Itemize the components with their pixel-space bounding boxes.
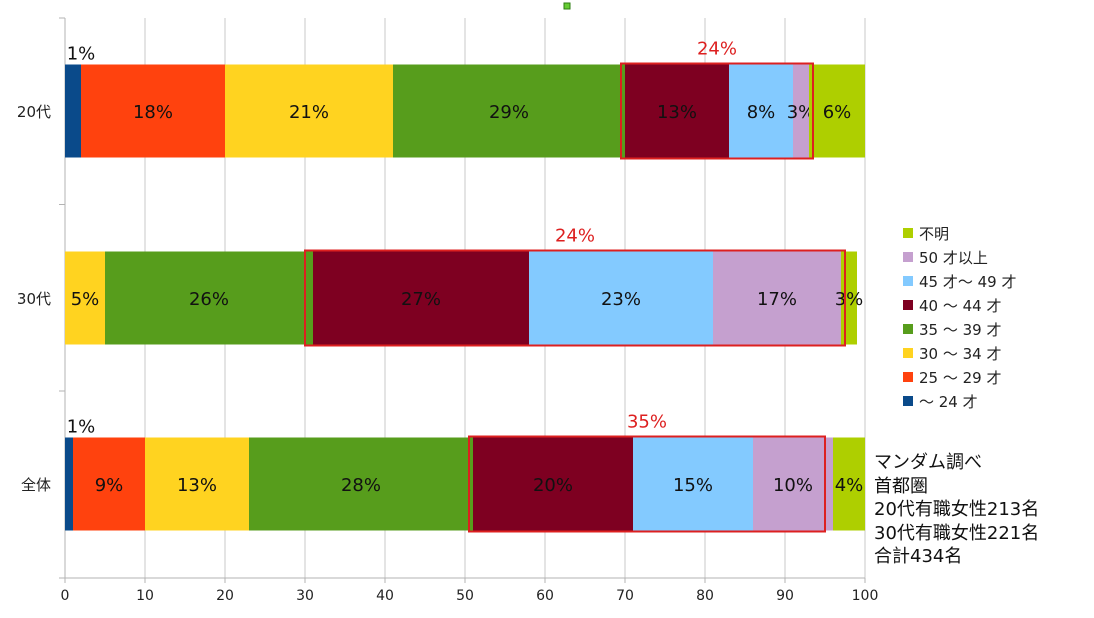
bar-segment [73, 437, 145, 531]
bar-segment [753, 437, 833, 531]
x-tick-label: 100 [852, 588, 879, 604]
legend-swatch [903, 396, 913, 406]
bar-segment [713, 251, 841, 345]
legend-item: ～ 24 才 [903, 389, 1016, 413]
legend-label: 40 ～ 44 才 [919, 296, 1002, 315]
bar-segment [633, 437, 753, 531]
x-tick-label: 50 [456, 588, 474, 604]
highlight-box [304, 249, 846, 347]
legend-label: 30 ～ 34 才 [919, 344, 1002, 363]
bar-segment [105, 251, 313, 345]
bar-segment [249, 437, 473, 531]
bar-segment [393, 64, 625, 158]
data-label: 6% [823, 102, 852, 123]
data-label: 23% [601, 289, 641, 310]
highlight-label: 35% [627, 412, 667, 433]
legend-item: 35 ～ 39 才 [903, 317, 1016, 341]
note-line: 首都圏 [874, 475, 928, 497]
data-label: 26% [189, 289, 229, 310]
y-tick-label: 30代 [17, 290, 51, 308]
legend-swatch [903, 348, 913, 358]
data-label: 13% [657, 102, 697, 123]
data-label: 17% [757, 289, 797, 310]
bar-segment [65, 251, 105, 345]
data-label: 1% [67, 417, 96, 438]
data-label: 9% [95, 475, 124, 496]
note-line: マンダム調べ [874, 452, 982, 473]
data-label: 8% [747, 102, 776, 123]
x-tick-label: 80 [696, 588, 714, 604]
bar-segment [529, 251, 713, 345]
selection-handle [563, 2, 571, 10]
legend-label: 25 ～ 29 才 [919, 368, 1002, 387]
bar-segment [473, 437, 633, 531]
x-tick-label: 70 [616, 588, 634, 604]
legend-label: 45 才～ 49 才 [919, 272, 1017, 291]
highlight-box [468, 435, 826, 533]
note-line: 合計434名 [874, 546, 963, 567]
legend-item: 不明 [903, 221, 1016, 245]
bar-segment [729, 64, 793, 158]
x-tick-label: 60 [536, 588, 554, 604]
legend-item: 45 才～ 49 才 [903, 269, 1016, 293]
legend-swatch [903, 372, 913, 382]
bar-segment [225, 64, 393, 158]
legend-item: 40 ～ 44 才 [903, 293, 1016, 317]
bar-segment [65, 437, 73, 531]
y-tick-label: 20代 [17, 103, 51, 121]
legend-swatch [903, 252, 913, 262]
bar-segment [809, 64, 865, 158]
highlight-label: 24% [697, 39, 737, 60]
data-label: 18% [133, 102, 173, 123]
data-label: 13% [177, 475, 217, 496]
highlight-label: 24% [555, 226, 595, 247]
survey-note: マンダム調べ 首都圏 20代有職女性213名 30代有職女性221名 合計434… [874, 451, 1039, 569]
data-label: 27% [401, 289, 441, 310]
note-line: 20代有職女性213名 [874, 499, 1040, 520]
legend-item: 30 ～ 34 才 [903, 341, 1016, 365]
data-label: 20% [533, 475, 573, 496]
bar-segment [145, 437, 249, 531]
highlight-box [620, 62, 814, 160]
x-tick-label: 40 [376, 588, 394, 604]
bar-segment [625, 64, 729, 158]
x-tick-label: 10 [136, 588, 154, 604]
legend-swatch [903, 228, 913, 238]
data-label: 28% [341, 475, 381, 496]
x-tick-label: 0 [61, 588, 70, 604]
legend-label: 不明 [919, 224, 950, 243]
data-label: 1% [67, 44, 96, 65]
bar-segment [833, 437, 865, 531]
legend-swatch [903, 276, 913, 286]
legend-item: 25 ～ 29 才 [903, 365, 1016, 389]
bar-segment [793, 64, 809, 158]
note-line: 30代有職女性221名 [874, 522, 1040, 544]
data-label: 5% [71, 289, 100, 310]
data-label: 15% [673, 475, 713, 496]
bar-segment [313, 251, 529, 345]
legend: 不明 50 才以上 45 才～ 49 才 40 ～ 44 才 35 ～ 39 才 30 ～… [903, 221, 1016, 413]
y-tick-label: 全体 [21, 476, 51, 494]
data-label: 10% [773, 475, 813, 496]
bar-segment [65, 64, 81, 158]
x-tick-label: 90 [776, 588, 794, 604]
data-label: 3% [787, 102, 816, 123]
legend-item: 50 才以上 [903, 245, 1016, 269]
data-label: 3% [835, 289, 864, 310]
legend-label: ～ 24 才 [919, 392, 978, 411]
bar-segment [81, 64, 225, 158]
legend-label: 50 才以上 [919, 248, 988, 267]
x-tick-label: 20 [216, 588, 234, 604]
data-label: 4% [835, 475, 864, 496]
legend-swatch [903, 324, 913, 334]
data-label: 21% [289, 102, 329, 123]
data-label: 29% [489, 102, 529, 123]
legend-label: 35 ～ 39 才 [919, 320, 1002, 339]
legend-swatch [903, 300, 913, 310]
x-tick-label: 30 [296, 588, 314, 604]
